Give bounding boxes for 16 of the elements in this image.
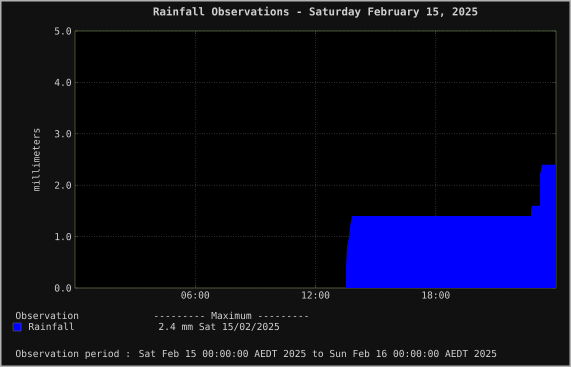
y-tick-label: 3.0 xyxy=(54,130,71,138)
x-tick-label: 12:00 xyxy=(302,291,330,299)
y-tick-label: 5.0 xyxy=(54,27,71,35)
y-axis-title: millimeters xyxy=(32,128,40,191)
y-tick-label: 1.0 xyxy=(55,232,71,240)
text: 2.4 mm Sat 15/02/2025 xyxy=(159,322,279,331)
legend-title: Observation xyxy=(16,312,78,320)
x-tick-label: 18:00 xyxy=(422,291,450,299)
chart-title: Rainfall Observations - Saturday February 15, 2025 xyxy=(154,6,478,18)
y-tick-label: 4.0 xyxy=(54,78,71,86)
legend-label: Rainfall xyxy=(29,322,74,330)
x-tick-label: 06:00 xyxy=(181,291,210,299)
text: --------- Maximum --------- xyxy=(155,312,308,320)
text: Observation period : Sat Feb 15 00:00:00 AEDT 2025 to Sun Feb 16 00:00:00 AEDT 2025 xyxy=(16,350,496,359)
y-tick-label: 2.0 xyxy=(54,182,71,189)
y-tick-label: 0.0 xyxy=(54,284,71,292)
